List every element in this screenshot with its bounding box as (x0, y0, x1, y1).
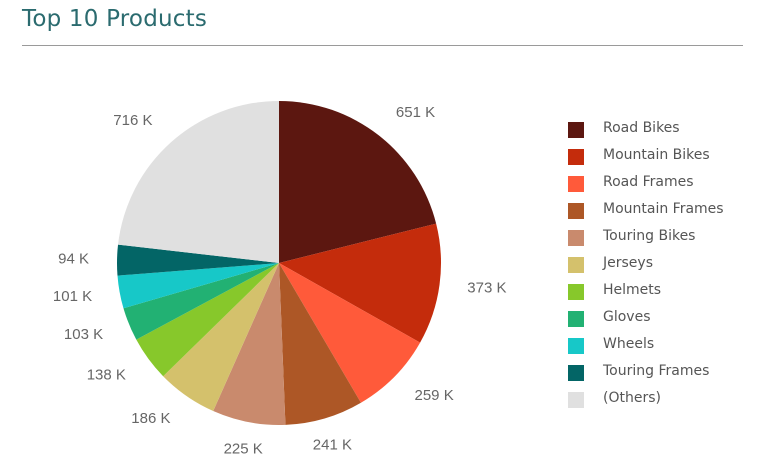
chart-title: Top 10 Products (22, 6, 208, 32)
legend-label: Touring Frames (603, 363, 710, 379)
slice-value-label: 651 K (396, 104, 435, 121)
legend-item[interactable]: Mountain Frames (568, 200, 758, 227)
legend-swatch (568, 311, 584, 327)
slice-value-label: 138 K (87, 366, 126, 383)
pie-slice-road-frames[interactable] (279, 263, 421, 403)
legend-label: Wheels (603, 336, 655, 352)
legend-swatch (568, 392, 584, 408)
legend-swatch (568, 257, 584, 273)
slice-value-label: 101 K (53, 288, 92, 305)
legend-item[interactable]: Touring Frames (568, 362, 758, 389)
pie-slice-jerseys[interactable] (163, 263, 279, 412)
legend-swatch (568, 122, 584, 138)
legend-item[interactable]: (Others) (568, 389, 758, 416)
chart-header: Top 10 Products (22, 4, 743, 46)
legend-item[interactable]: Touring Bikes (568, 227, 758, 254)
legend-label: Jerseys (603, 255, 653, 271)
legend-item[interactable]: Gloves (568, 308, 758, 335)
legend-label: Road Frames (603, 174, 694, 190)
legend-label: Road Bikes (603, 120, 680, 136)
pie-slice-mountain-frames[interactable] (279, 263, 361, 425)
legend-label: Mountain Bikes (603, 147, 710, 163)
pie-slice-helmets[interactable] (136, 263, 279, 377)
pie-slice-road-bikes[interactable] (279, 101, 437, 263)
legend-label: (Others) (603, 390, 661, 406)
slice-value-label: 241 K (313, 436, 352, 453)
legend: Road Bikes Mountain Bikes Road Frames Mount… (568, 119, 758, 416)
legend-item[interactable]: Jerseys (568, 254, 758, 281)
legend-label: Gloves (603, 309, 651, 325)
legend-item[interactable]: Road Bikes (568, 119, 758, 146)
legend-item[interactable]: Helmets (568, 281, 758, 308)
legend-label: Helmets (603, 282, 662, 298)
legend-item[interactable]: Road Frames (568, 173, 758, 200)
slice-value-label: 103 K (64, 326, 103, 343)
slice-value-label: 716 K (113, 112, 152, 129)
pie-slice-touring-bikes[interactable] (213, 263, 286, 425)
legend-swatch (568, 284, 584, 300)
legend-swatch (568, 176, 584, 192)
legend-label: Touring Bikes (603, 228, 696, 244)
pie-slice-gloves[interactable] (123, 263, 280, 340)
legend-item[interactable]: Wheels (568, 335, 758, 362)
pie-slice-wheels[interactable] (117, 263, 280, 309)
slice-value-label: 225 K (224, 441, 263, 458)
pie-slice-mountain-bikes[interactable] (279, 223, 441, 343)
slice-value-label: 186 K (131, 410, 170, 427)
legend-swatch (568, 338, 584, 354)
legend-item[interactable]: Mountain Bikes (568, 146, 758, 173)
legend-swatch (568, 365, 584, 381)
legend-swatch (568, 203, 584, 219)
legend-swatch (568, 149, 584, 165)
legend-label: Mountain Frames (603, 201, 724, 217)
slice-value-label: 259 K (415, 387, 454, 404)
slice-value-label: 94 K (58, 251, 89, 268)
pie-slice-others[interactable] (118, 101, 279, 263)
pie-slice-touring-frames[interactable] (116, 244, 280, 276)
legend-swatch (568, 230, 584, 246)
slice-value-label: 373 K (467, 279, 506, 296)
